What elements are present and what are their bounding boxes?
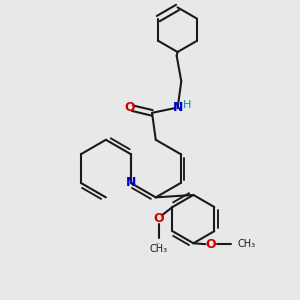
Text: N: N	[126, 176, 136, 190]
Text: methyl: methyl	[156, 243, 161, 244]
Text: O: O	[153, 212, 164, 225]
Text: CH₃: CH₃	[149, 244, 168, 254]
Text: O: O	[206, 238, 216, 251]
Text: O: O	[124, 101, 135, 114]
Text: N: N	[172, 101, 183, 114]
Text: H: H	[183, 100, 191, 110]
Text: CH₃: CH₃	[238, 239, 256, 249]
